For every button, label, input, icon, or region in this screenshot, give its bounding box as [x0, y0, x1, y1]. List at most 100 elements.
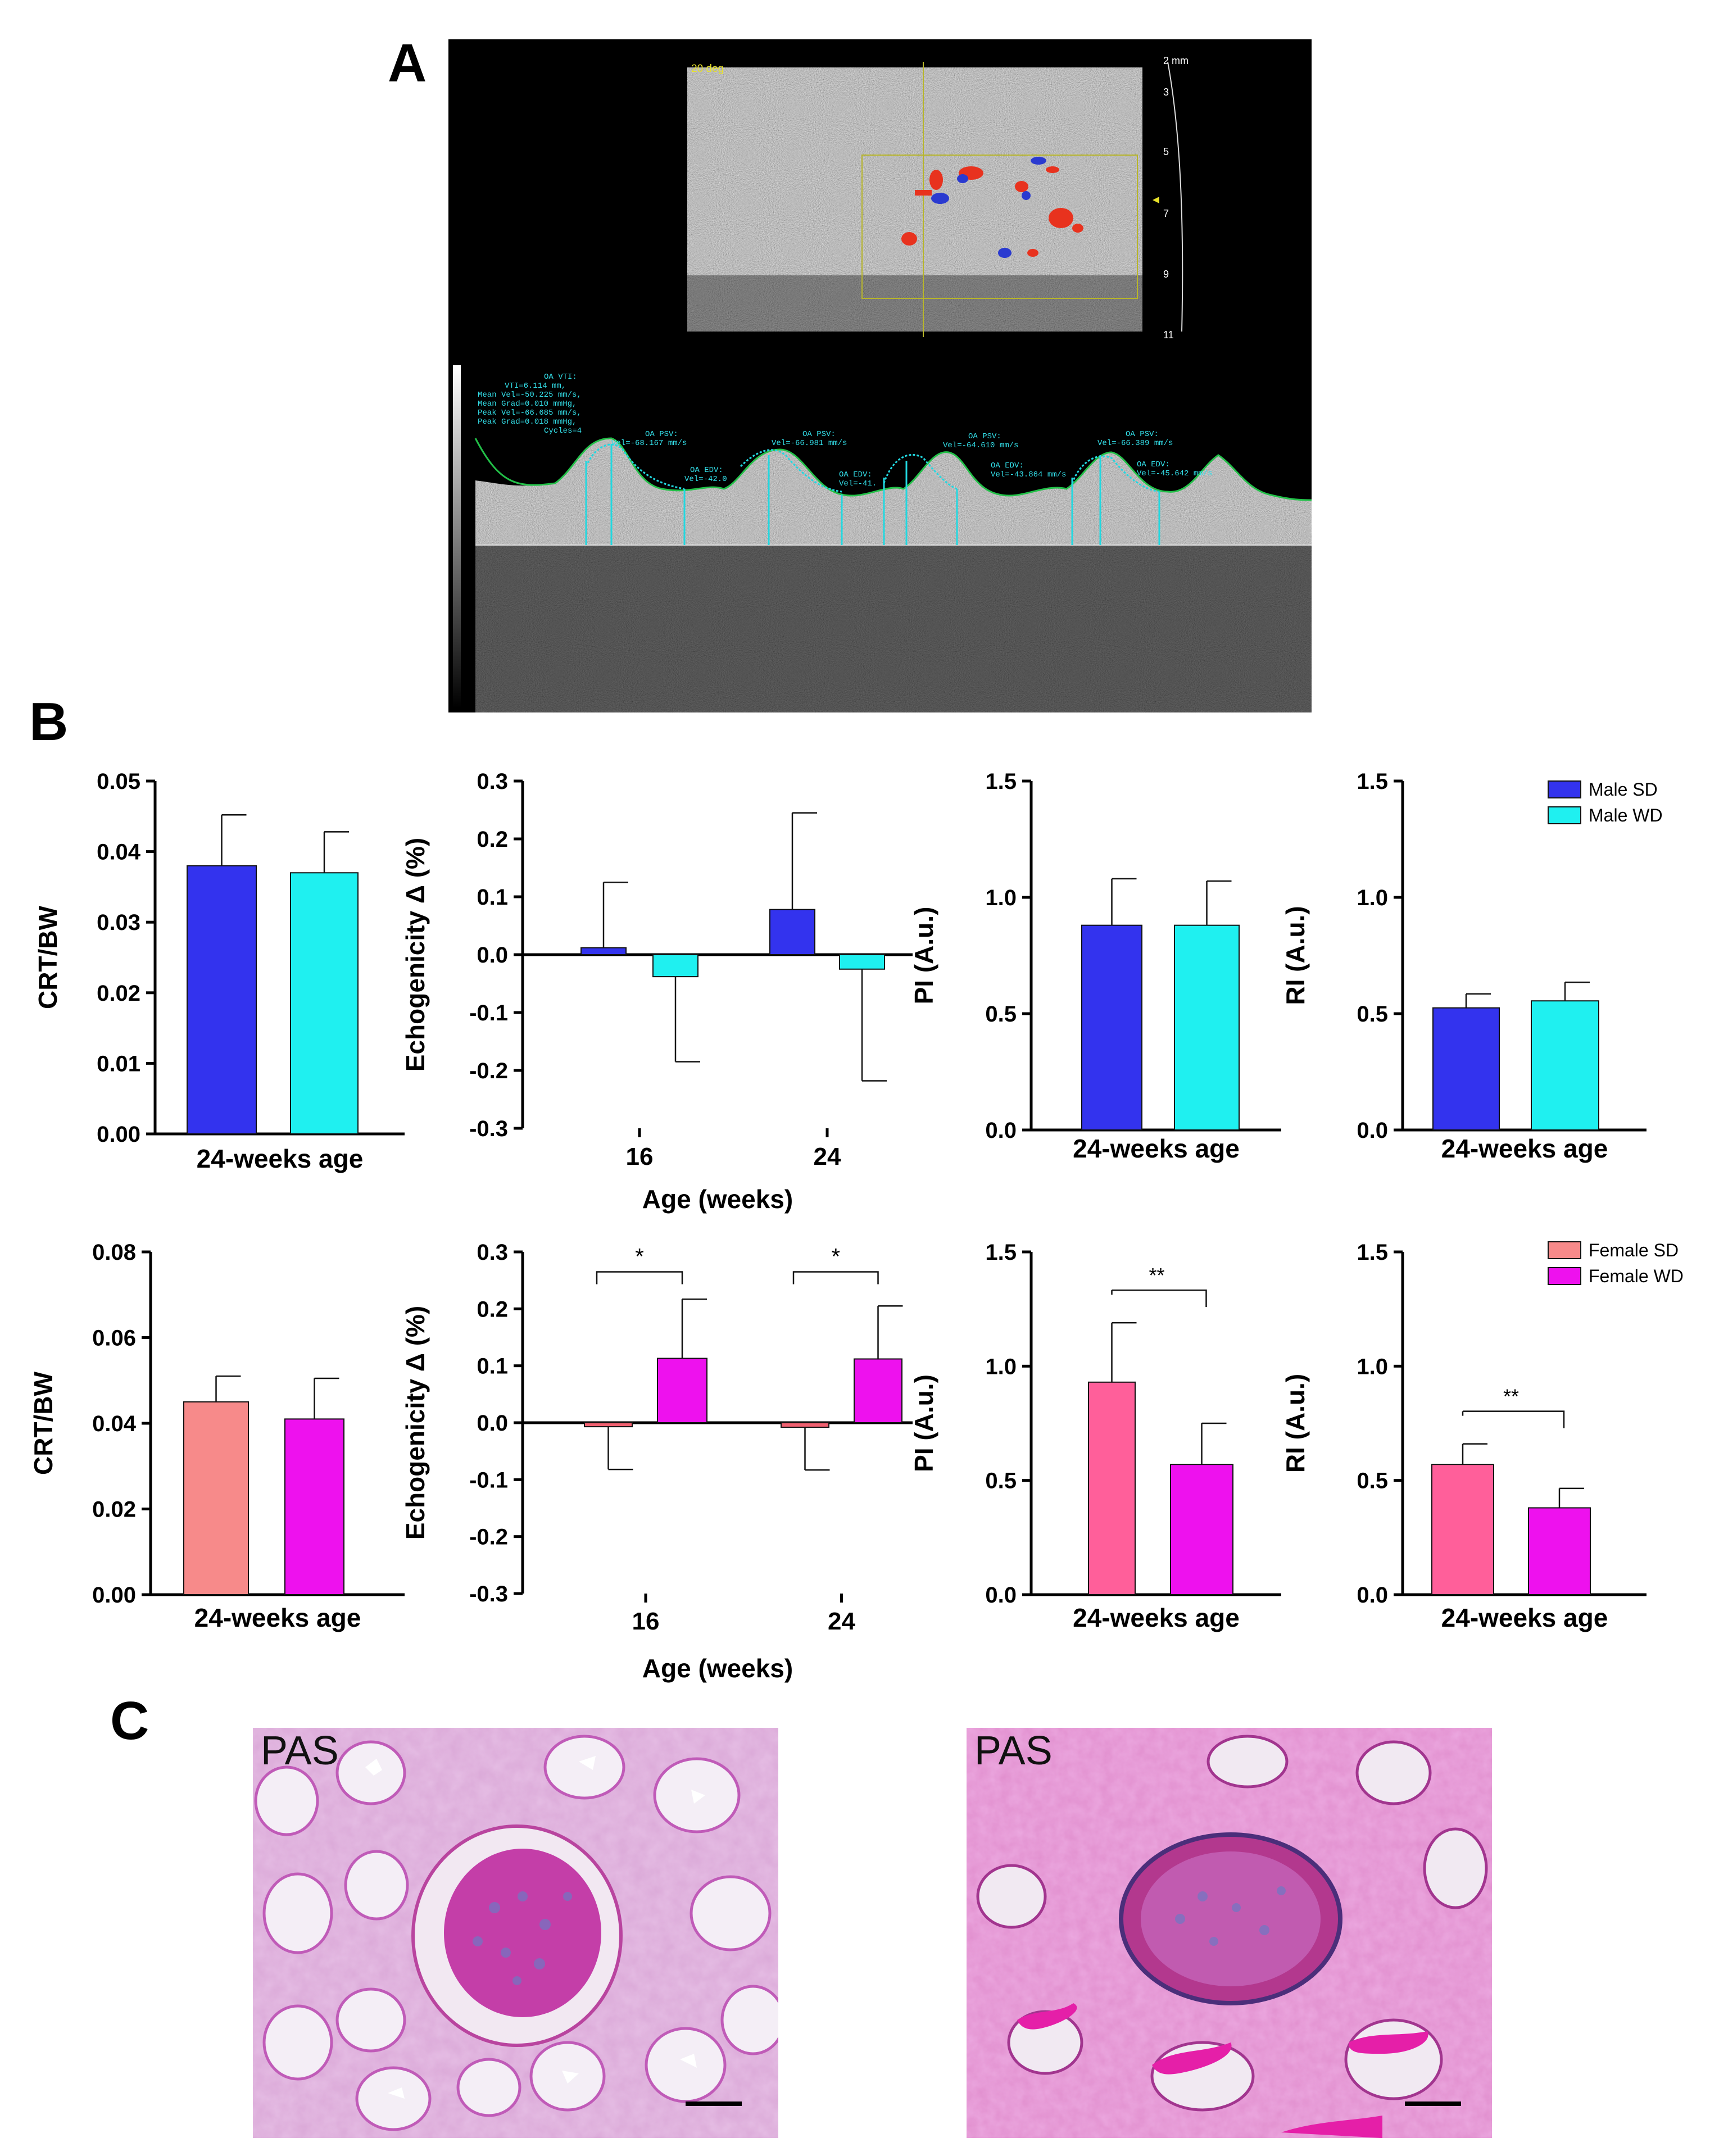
female-pi-bar [1088, 1381, 1136, 1596]
doppler-measurements: OA VTI: VTI=6.114 mm, Mean Vel=-50.225 m… [478, 373, 1212, 488]
male-crt-y-label: CRT/BW [33, 905, 62, 1009]
svg-text:Vel=-42.0: Vel=-42.0 [684, 475, 727, 484]
male-ri-bar [1531, 1000, 1599, 1131]
svg-text:3: 3 [1163, 87, 1169, 98]
male-echo-bar [769, 909, 815, 956]
doppler-envelope [474, 437, 1312, 501]
panel-label-b: B [29, 692, 69, 752]
male-echo-x-tick-label: 16 [626, 1143, 654, 1170]
male-echo-y-tick-label: -0.3 [469, 1116, 508, 1141]
female-pi-y-label: PI (A.u.) [909, 1374, 938, 1472]
scale-bar-left [686, 2101, 742, 2106]
female-pi-y-tick-label: 1.0 [985, 1354, 1017, 1379]
svg-text:Cycles=4: Cycles=4 [544, 426, 582, 435]
male-ri-y-tick-label: 1.0 [1357, 886, 1388, 910]
male-pi-y-tick-label: 0.0 [985, 1118, 1017, 1143]
female-echo-bar [854, 1358, 902, 1423]
female-crt-y-tick-label: 0.02 [92, 1497, 136, 1522]
male-ri-y-tick-label: 1.5 [1357, 769, 1388, 794]
svg-text:Vel=-43.864 mm/s: Vel=-43.864 mm/s [991, 470, 1066, 479]
male-crt-bar [187, 865, 257, 1134]
male-crt-bar [290, 872, 359, 1135]
female-legend-label: Female SD [1589, 1240, 1679, 1260]
male-legend-swatch [1548, 780, 1581, 798]
male-echo-y-tick-label: 0.3 [477, 769, 508, 794]
female-crt-y-tick-label: 0.04 [92, 1411, 137, 1436]
svg-text:Vel=-45.642 mm/s: Vel=-45.642 mm/s [1137, 469, 1212, 478]
female-pi-significance-label: ** [1149, 1264, 1164, 1287]
svg-text:7: 7 [1163, 208, 1169, 219]
male-pi-bar [1081, 924, 1142, 1131]
color-box [861, 155, 1138, 299]
male-crt-y-tick-label: 0.00 [97, 1122, 140, 1147]
female-ri-bar [1431, 1464, 1494, 1595]
male-crt-x-label: 24-weeks age [197, 1144, 364, 1173]
male-echo-bar [580, 947, 627, 956]
female-pi-x-label: 24-weeks age [1073, 1603, 1240, 1632]
svg-text:OA PSV:: OA PSV: [645, 430, 678, 439]
female-crt-y-label: CRT/BW [29, 1371, 58, 1475]
female-ri-y-tick-label: 0.5 [1357, 1469, 1388, 1494]
male-crt-y-tick-label: 0.05 [97, 769, 140, 794]
male-pi-x-label: 24-weeks age [1073, 1134, 1240, 1163]
male-crt-y-tick-label: 0.03 [97, 910, 140, 935]
male-ri-y-tick-label: 0.5 [1357, 1002, 1388, 1027]
scale-bar-right [1405, 2101, 1461, 2106]
svg-text:2 mm: 2 mm [1163, 55, 1189, 66]
female-ri-significance-bracket [1462, 1410, 1565, 1428]
ultrasound-image: 20 deg 2 mm 3 5 7 9 11 OA VTI: VTI [448, 39, 1312, 712]
female-crt-bar [183, 1401, 249, 1595]
female-pi-bar [1170, 1464, 1233, 1595]
female-echo-y-tick-label: 0.2 [477, 1297, 508, 1322]
panel-label-a: A [388, 33, 427, 93]
male-crt-y-tick-label: 0.01 [97, 1051, 140, 1076]
male-legend-label: Male SD [1589, 779, 1658, 800]
male-echo-y-label: Echogenicity Δ (%) [401, 838, 430, 1072]
female-pi-y-tick-label: 0.0 [985, 1583, 1017, 1608]
svg-text:Vel=-41.: Vel=-41. [839, 479, 877, 488]
female-echo-bar [657, 1358, 707, 1424]
male-ri-y-tick-label: 0.0 [1357, 1118, 1388, 1143]
female-echo-y-tick-label: 0.3 [477, 1240, 508, 1265]
female-echo-x-label: Age (weeks) [642, 1654, 793, 1683]
svg-text:11: 11 [1163, 329, 1174, 341]
svg-text:Vel=-66.389 mm/s: Vel=-66.389 mm/s [1097, 439, 1173, 448]
male-echo-x-tick-label: 24 [814, 1143, 841, 1170]
svg-text:Mean Grad=0.010 mmHg,: Mean Grad=0.010 mmHg, [478, 400, 577, 408]
female-echo-y-tick-label: -0.2 [469, 1525, 508, 1550]
female-echo-y-tick-label: -0.1 [469, 1468, 508, 1492]
female-crt-y-tick-label: 0.00 [92, 1583, 136, 1608]
female-pi-y-tick-label: 1.5 [985, 1240, 1017, 1265]
female-echo-x-tick-label: 24 [828, 1608, 855, 1635]
male-crt-y-tick-label: 0.02 [97, 981, 140, 1006]
male-legend-swatch [1548, 806, 1581, 824]
svg-text:OA PSV:: OA PSV: [968, 432, 1001, 441]
female-ri-y-tick-label: 1.0 [1357, 1354, 1388, 1379]
bar-charts: 0.00 0.01 0.02 0.03 0.04 0.05 CRT/BW 24-weeks a… [29, 769, 1684, 1683]
female-echo-x-tick-label: 16 [632, 1608, 660, 1635]
svg-text:Vel=-66.981 mm/s: Vel=-66.981 mm/s [772, 439, 847, 448]
svg-text:9: 9 [1163, 269, 1169, 280]
svg-text:Peak Grad=0.018 mmHg,: Peak Grad=0.018 mmHg, [478, 417, 577, 426]
svg-text:OA EDV:: OA EDV: [690, 466, 723, 475]
male-pi-y-tick-label: 1.5 [985, 769, 1017, 794]
depth-ruler: 2 mm 3 5 7 9 11 [1163, 55, 1189, 341]
female-ri-y-tick-label: 1.5 [1357, 1240, 1388, 1265]
male-pi-bar [1174, 924, 1240, 1131]
male-echo-x-label: Age (weeks) [642, 1184, 793, 1214]
svg-text:VTI=6.114 mm,: VTI=6.114 mm, [505, 382, 566, 391]
svg-text:Mean Vel=-50.225 mm/s,: Mean Vel=-50.225 mm/s, [478, 391, 582, 400]
female-echo-y-tick-label: -0.3 [469, 1582, 508, 1606]
angle-label: 20 deg [691, 63, 724, 75]
female-crt-bar [284, 1418, 344, 1595]
male-pi-y-tick-label: 0.5 [985, 1002, 1017, 1027]
female-ri-y-label: RI (A.u.) [1281, 1374, 1310, 1473]
grayscale-bar [453, 365, 461, 708]
male-echo-y-tick-label: 0.0 [477, 943, 508, 968]
male-ri-bar [1432, 1007, 1500, 1131]
svg-text:OA EDV:: OA EDV: [1137, 460, 1170, 469]
panel-label-c: C [110, 1691, 149, 1751]
male-pi-y-label: PI (A.u.) [909, 907, 938, 1005]
male-legend-label: Male WD [1589, 805, 1663, 825]
female-crt-x-label: 24-weeks age [194, 1603, 361, 1632]
